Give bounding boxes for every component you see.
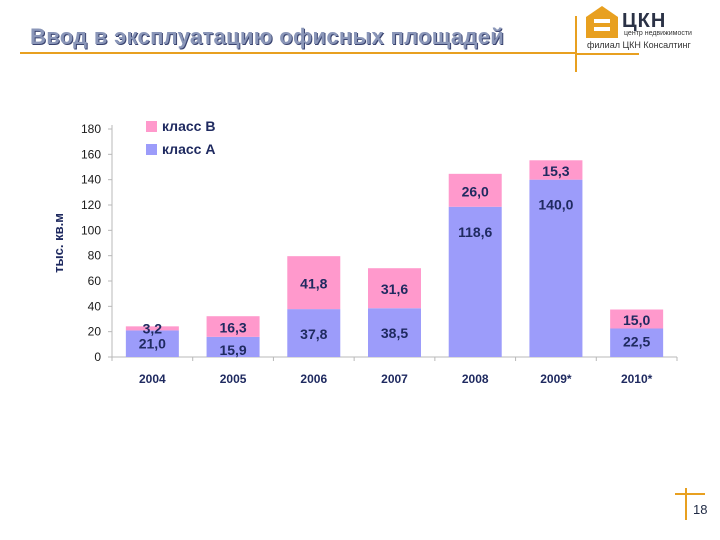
y-axis-label: тыс. кв.м [51,213,66,273]
logo-divider-horizontal [577,53,639,55]
x-tick-label: 2004 [139,372,166,386]
legend-swatch [146,144,157,155]
data-label-class-a: 118,6 [458,224,492,240]
data-label-class-b: 31,6 [381,281,408,297]
logo-name: ЦКН [622,10,667,32]
bar-class-b [125,326,179,331]
data-label-class-b: 15,0 [623,312,650,328]
x-tick-label: 2006 [300,372,327,386]
x-tick-label: 2007 [381,372,408,386]
bar-class-a [206,336,260,357]
data-label-class-b: 41,8 [300,276,327,292]
bar-class-b [610,309,664,329]
bar-class-b [529,160,583,180]
data-label-class-a: 22,5 [623,334,650,350]
legend-label: класс В [162,118,215,134]
data-label-class-b: 16,3 [219,320,246,336]
page-title: Ввод в эксплуатацию офисных площадей [30,24,505,49]
y-tick-label: 100 [81,223,101,237]
data-label-class-b: 3,2 [143,320,163,336]
bar-class-b [287,256,341,310]
bar-class-a [287,309,341,357]
title-underline [20,52,576,54]
house-icon [586,6,618,38]
page-number: 18 [693,502,708,517]
logo-subtitle: центр недвижимости [624,30,692,37]
data-label-class-a: 15,9 [219,342,246,358]
data-label-class-b: 26,0 [462,183,489,199]
corner-cross-icon [675,488,705,520]
x-tick-label: 2010* [621,372,653,386]
data-label-class-a: 38,5 [381,325,408,341]
y-tick-label: 180 [81,122,101,136]
logo-divider-vertical [575,16,577,72]
data-label-class-a: 37,8 [300,326,327,342]
bar-class-b [448,173,502,207]
data-label-class-a: 21,0 [139,335,166,351]
y-tick-label: 120 [81,198,101,212]
bar-class-b [206,316,260,337]
x-tick-label: 2005 [220,372,247,386]
data-label-class-a: 140,0 [538,197,573,213]
logo-branch: филиал ЦКН Консалтинг [587,40,691,50]
y-tick-label: 40 [88,299,102,313]
bar-class-a [125,330,179,357]
bar-class-a [610,328,664,357]
y-tick-label: 0 [94,350,101,364]
legend-label: класс А [162,141,215,157]
y-tick-label: 160 [81,147,101,161]
bar-class-a [368,308,421,357]
y-tick-label: 80 [88,249,102,263]
bar-class-a [529,179,583,357]
y-tick-label: 140 [81,173,101,187]
bar-class-b [368,268,421,309]
y-tick-label: 20 [88,325,102,339]
x-tick-label: 2008 [462,372,489,386]
bar-class-a [448,206,502,357]
legend-swatch [146,121,157,132]
y-tick-label: 60 [88,274,102,288]
data-label-class-b: 15,3 [542,163,569,179]
x-tick-label: 2009* [540,372,572,386]
